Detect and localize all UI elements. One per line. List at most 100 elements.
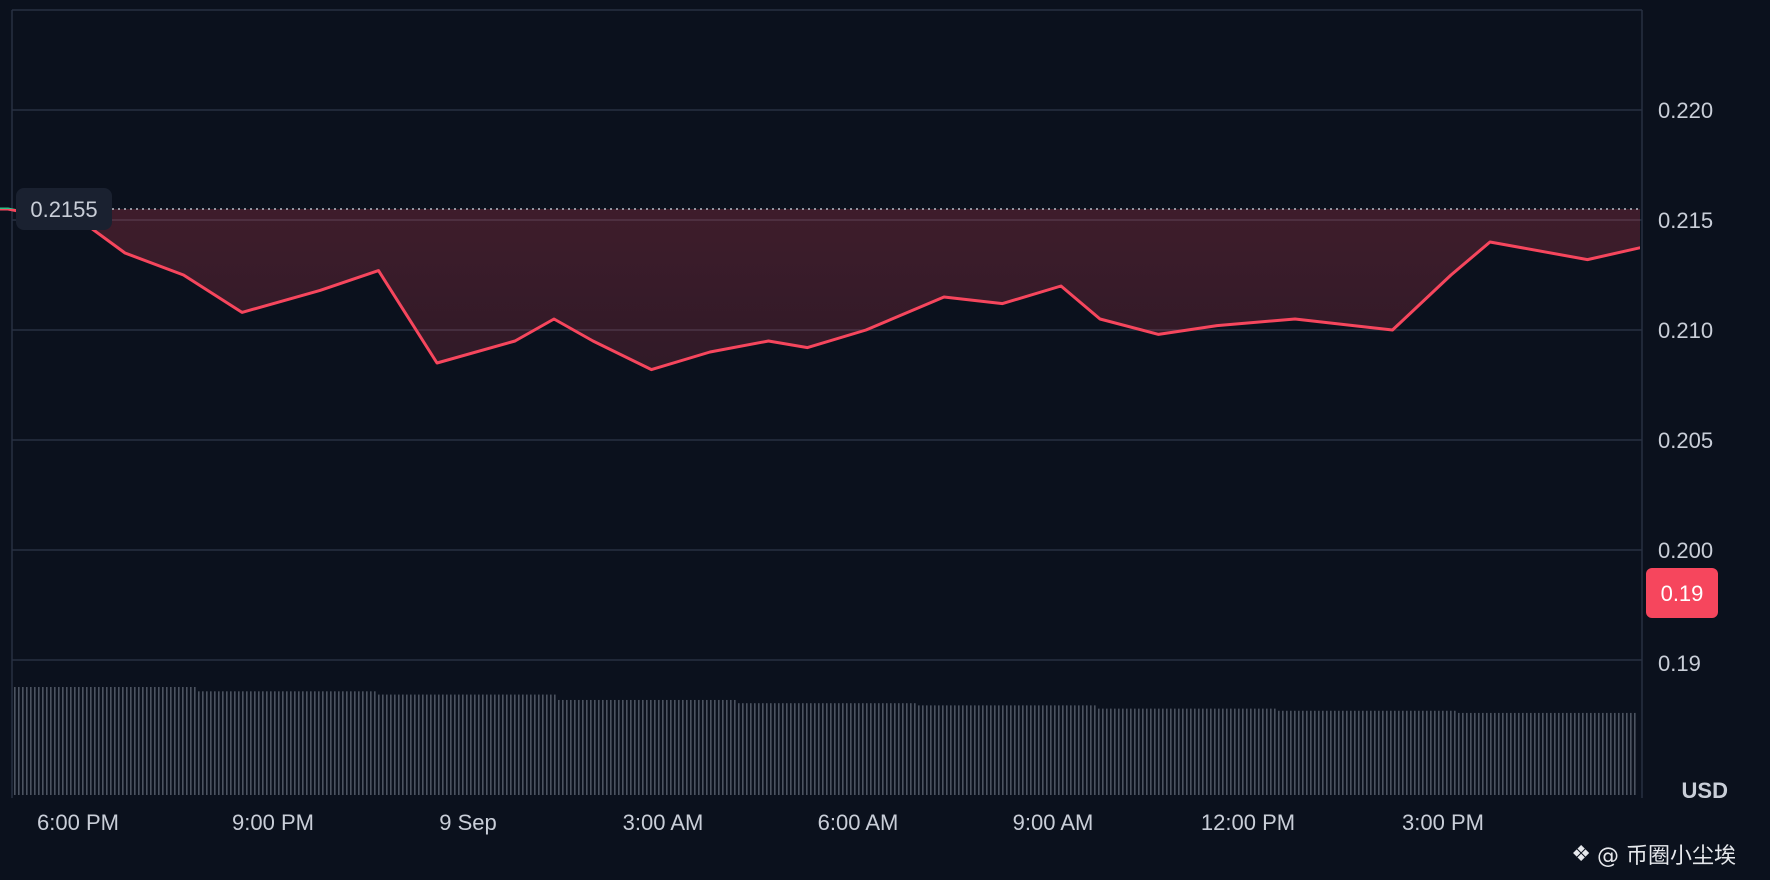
volume-bar (1626, 712, 1628, 795)
volume-bar (1006, 705, 1008, 795)
volume-bar (50, 687, 52, 795)
volume-bar (574, 699, 576, 795)
volume-bar (1294, 710, 1296, 795)
y-axis-tick-labels: 0.220 0.215 0.210 0.205 0.200 0.19 (1658, 98, 1713, 676)
volume-bar (1198, 708, 1200, 795)
volume-bar (114, 687, 116, 795)
x-tick-label: 12:00 PM (1201, 810, 1295, 835)
volume-bar (1330, 710, 1332, 795)
volume-bar (1366, 710, 1368, 795)
volume-bar (462, 694, 464, 795)
volume-bar (210, 691, 212, 795)
volume-bar (762, 703, 764, 795)
volume-bar (1054, 705, 1056, 795)
volume-bar (1110, 708, 1112, 795)
volume-bar (1298, 710, 1300, 795)
baseline-label: 0.2155 (30, 197, 97, 222)
volume-bar (306, 691, 308, 795)
volume-bar (366, 691, 368, 795)
volume-bar (578, 699, 580, 795)
volume-bar (1494, 712, 1496, 795)
volume-bar (206, 691, 208, 795)
volume-bar (1106, 708, 1108, 795)
volume-bar (1594, 712, 1596, 795)
volume-bar (318, 691, 320, 795)
volume-bar (1518, 712, 1520, 795)
volume-bar (82, 687, 84, 795)
volume-bar (1474, 712, 1476, 795)
volume-bar (1194, 708, 1196, 795)
volume-bar (754, 703, 756, 795)
volume-bar (1446, 710, 1448, 795)
volume-bar (382, 694, 384, 795)
volume-bar (1134, 708, 1136, 795)
volume-bar (1094, 705, 1096, 795)
price-areas (0, 209, 1640, 370)
volume-bar (1206, 708, 1208, 795)
volume-bar (1286, 710, 1288, 795)
volume-bar (1302, 710, 1304, 795)
volume-bar (926, 705, 928, 795)
volume-bar (606, 699, 608, 795)
volume-bar (730, 699, 732, 795)
area-below-baseline (0, 209, 1640, 370)
volume-bar (686, 699, 688, 795)
volume-bar (1218, 708, 1220, 795)
volume-bar (1406, 710, 1408, 795)
volume-bar (62, 687, 64, 795)
volume-bar (110, 687, 112, 795)
current-price-badge[interactable]: 0.19 (1646, 568, 1718, 618)
volume-bar (1394, 710, 1396, 795)
volume-bar (1390, 710, 1392, 795)
volume-bar (738, 703, 740, 795)
volume-bar (1542, 712, 1544, 795)
volume-bar (1098, 708, 1100, 795)
volume-bar (1470, 712, 1472, 795)
volume-bar (1022, 705, 1024, 795)
volume-bar (1546, 712, 1548, 795)
volume-bar (150, 687, 152, 795)
volume-bar (702, 699, 704, 795)
volume-bar (582, 699, 584, 795)
volume-bar (882, 703, 884, 795)
volume-bar (66, 687, 68, 795)
volume-bar (1490, 712, 1492, 795)
volume-bar (830, 703, 832, 795)
volume-bar (390, 694, 392, 795)
volume-bar (1530, 712, 1532, 795)
volume-bar (1630, 712, 1632, 795)
volume-bar (710, 699, 712, 795)
volume-bar (998, 705, 1000, 795)
volume-bar (198, 691, 200, 795)
volume-bar (214, 691, 216, 795)
volume-bar (282, 691, 284, 795)
volume-bar (918, 705, 920, 795)
volume-bar (742, 703, 744, 795)
volume-bar (1146, 708, 1148, 795)
volume-bar (566, 699, 568, 795)
volume-bar (1454, 710, 1456, 795)
volume-bar (1358, 710, 1360, 795)
volume-bar (46, 687, 48, 795)
volume-bar (990, 705, 992, 795)
volume-bar (298, 691, 300, 795)
volume-bar (126, 687, 128, 795)
volume-bar (1634, 712, 1636, 795)
volume-bar (1486, 712, 1488, 795)
volume-bar (1030, 705, 1032, 795)
volume-bar (1458, 712, 1460, 795)
volume-bar (342, 691, 344, 795)
volume-bar (914, 703, 916, 795)
volume-bar (1354, 710, 1356, 795)
baseline-label-box (16, 188, 112, 230)
volume-bar (994, 705, 996, 795)
volume-bar (646, 699, 648, 795)
volume-bar (862, 703, 864, 795)
volume-bar (454, 694, 456, 795)
volume-bar (614, 699, 616, 795)
volume-bar (26, 687, 28, 795)
volume-bar (694, 699, 696, 795)
volume-bar (802, 703, 804, 795)
volume-bar (1378, 710, 1380, 795)
